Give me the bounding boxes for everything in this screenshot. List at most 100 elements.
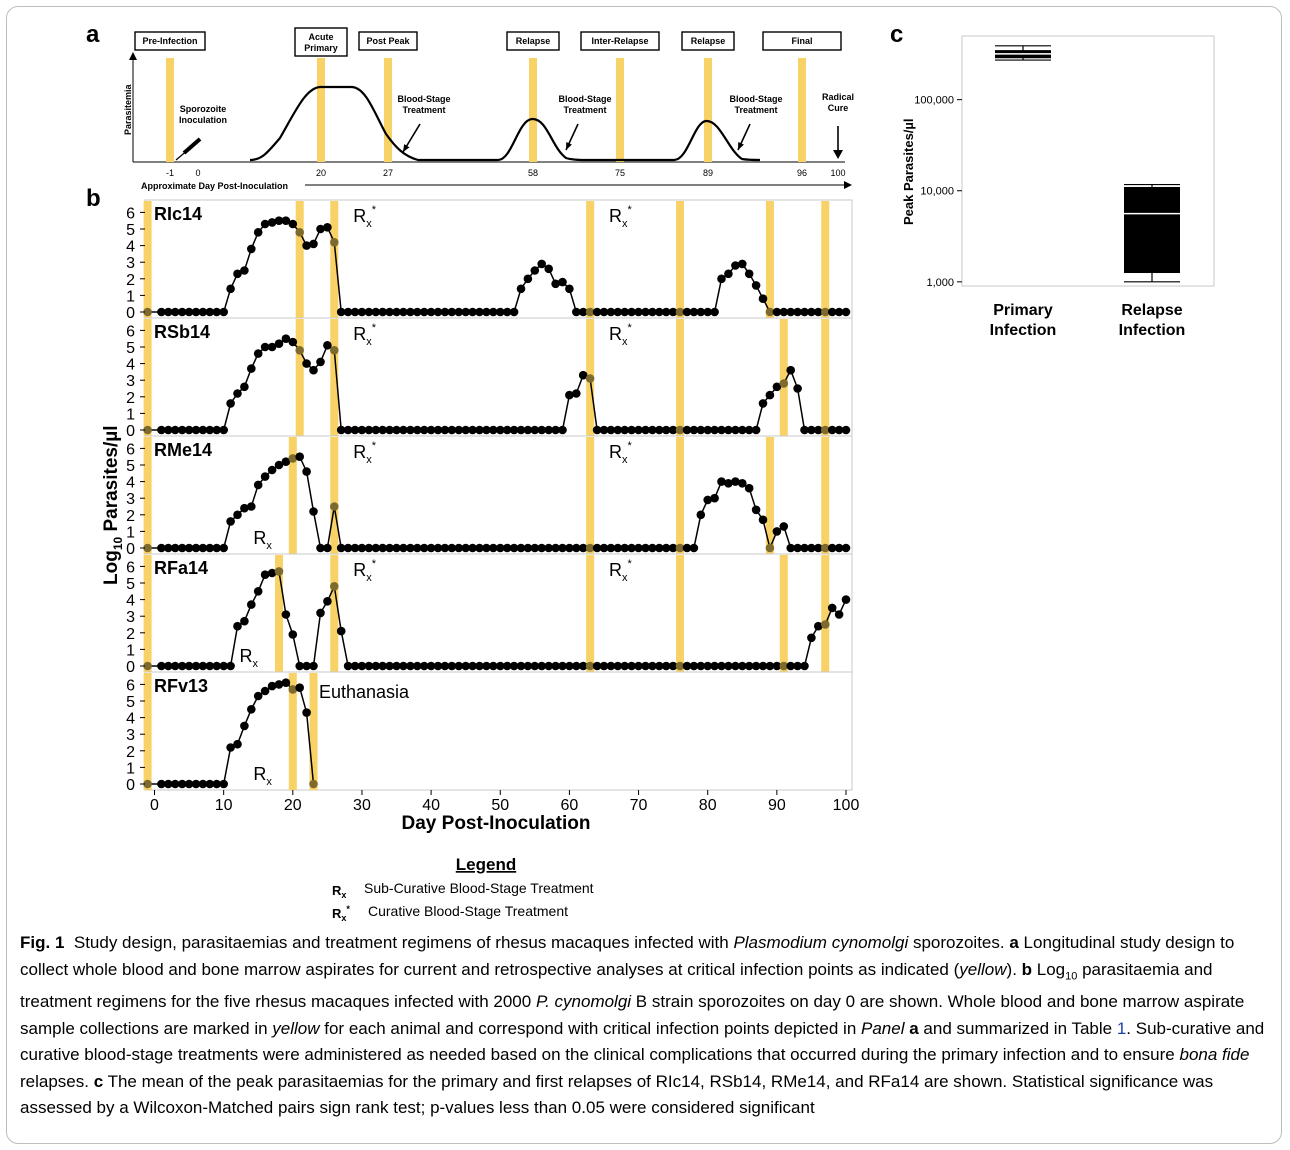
data-point-RMe14-88	[758, 515, 768, 525]
data-point-RIc14-59	[558, 277, 567, 287]
rx-curative-RSb14-0: Rx*	[353, 322, 377, 348]
data-point-RSb14-35	[392, 425, 401, 435]
c-category-0-1: Infection	[990, 322, 1057, 339]
data-point-RSb14-44	[454, 425, 464, 435]
data-point-RMe14-67	[613, 543, 623, 553]
panel-a-annotation-2-0: Blood-Stage	[559, 94, 612, 104]
data-point-RFa14-9	[212, 661, 221, 671]
panel-a-cure-arrowhead	[833, 150, 843, 159]
data-point-RSb14-23	[309, 365, 318, 375]
data-point-RMe14-71	[641, 543, 650, 553]
data-point-RFa14-32	[371, 661, 381, 671]
data-point-RSb14-4	[177, 425, 187, 435]
data-point-RSb14-32	[371, 425, 381, 435]
data-point-RMe14-28	[343, 543, 353, 553]
data-point-RMe14-56	[537, 543, 546, 553]
data-point-RSb14-86	[744, 425, 754, 435]
data-point-RFa14-17	[267, 568, 277, 578]
y-tick-RFa14-5: 5	[126, 576, 135, 593]
data-point-RFa14-13	[240, 616, 249, 626]
panel-b-plot-area	[144, 199, 853, 791]
data-point-RSb14-53	[516, 425, 526, 435]
data-point-RIc14-47	[475, 307, 484, 317]
caption-table-link[interactable]: 1	[1116, 1018, 1127, 1038]
data-point-RFv13-23	[309, 779, 318, 789]
legend-curative: Curative Blood-Stage Treatment	[368, 903, 568, 919]
panel-a-parasitemia-curve	[249, 85, 761, 162]
subject-strip-RIc14: RIc14 Rx* Rx*	[143, 201, 851, 318]
y-tick-RFv13-4: 4	[126, 711, 135, 728]
panel-a-annotation-4-1: Cure	[828, 103, 849, 113]
data-point-RFa14-30	[357, 661, 367, 671]
data-point-RIc14-88	[758, 294, 768, 304]
data-point-RSb14-37	[406, 425, 415, 435]
panel-b-y-label-sub: 10	[111, 536, 125, 550]
data-point-RSb14-84	[731, 425, 740, 435]
data-point-RMe14-58	[551, 543, 560, 553]
data-point-RIc14-12	[233, 269, 242, 279]
data-point-RIc14-9	[212, 307, 221, 317]
data-point-RFv13-3	[170, 779, 180, 789]
data-point-RIc14-96	[814, 307, 823, 317]
data-point-RSb14-58	[551, 425, 560, 435]
data-point-RMe14-80	[703, 495, 712, 505]
data-point-RFv13-7	[198, 779, 208, 789]
data-point-RSb14-16	[260, 342, 270, 352]
rx-curative-RIc14-0: Rx*	[353, 204, 377, 230]
data-point-RIc14-86	[744, 269, 754, 279]
y-tick-RIc14-5: 5	[126, 222, 135, 239]
data-point-RFa14-36	[399, 661, 408, 671]
data-point-RSb14-49	[489, 425, 498, 435]
caption-text-9: and summarized in Table	[918, 1018, 1117, 1038]
data-point-RIc14-54	[523, 274, 533, 284]
panel-a: Parasitemia Approximate Day Post-Inocula…	[123, 27, 854, 191]
data-point-RIc14-17	[267, 218, 277, 227]
rx-sub: x	[366, 336, 372, 348]
panel-a-x-arrow-head	[844, 181, 852, 189]
data-point-RSb14-61	[572, 389, 581, 398]
data-point-RFa14-92	[786, 661, 795, 671]
data-point-RMe14-52	[509, 543, 519, 553]
data-point-RFa14-24	[316, 608, 325, 618]
rx-sub: x	[266, 776, 272, 788]
c-y-tick-1: 10,000	[920, 186, 954, 198]
data-point-RFa14-18	[274, 567, 284, 576]
y-tick-RMe14-2: 2	[126, 508, 135, 525]
data-point-RFa14-44	[454, 661, 464, 671]
caption-text-11: relapses.	[20, 1071, 94, 1091]
data-point-RMe14-14	[247, 502, 256, 511]
panel-a-stage-box-4	[580, 31, 660, 51]
data-point-RFa14-95	[807, 633, 816, 643]
data-point-RMe14-35	[392, 543, 401, 553]
panel-a-sample-bar-0	[166, 58, 174, 162]
data-point-RSb14-75	[668, 425, 678, 435]
data-point-RSb14-54	[523, 425, 533, 435]
data-point-RFv13-1	[157, 779, 166, 789]
data-point-RSb14-78	[689, 425, 699, 435]
data-point-RMe14-85	[738, 479, 747, 488]
panel-a-y-label: Parasitemia	[123, 83, 133, 135]
data-point-RMe14-24	[316, 543, 325, 553]
data-point-RFv13-14	[247, 705, 256, 714]
data-point-RIc14-11	[226, 284, 235, 294]
x-tick-40: 40	[422, 797, 440, 814]
panel-a-tick-8: 100	[830, 168, 845, 178]
panel-a-tick-6: 89	[703, 168, 713, 178]
rx-curative-RFa14-0: Rx*	[353, 558, 377, 584]
legend-rx-star-sub: x	[341, 913, 346, 923]
data-point-RMe14-50	[496, 543, 505, 553]
data-point-RMe14-38	[413, 543, 422, 553]
data-point-RMe14-62	[578, 543, 588, 553]
panel-a-annotation-0-0: Sporozoite	[180, 104, 227, 114]
data-point-RMe14-89	[765, 543, 775, 553]
data-point-RFa14-50	[496, 661, 505, 671]
data-point-RIc14-35	[392, 307, 401, 317]
rx-r: R	[609, 206, 622, 226]
data-point-RIc14-18	[274, 216, 284, 225]
c-category-1-1: Infection	[1119, 322, 1186, 339]
boxplot-0	[995, 45, 1051, 61]
y-tick-RMe14-0: 0	[126, 541, 135, 558]
y-tick-RIc14-1: 1	[126, 288, 135, 305]
data-point-RMe14-66	[606, 543, 616, 553]
data-point-RFa14-90	[772, 661, 782, 671]
